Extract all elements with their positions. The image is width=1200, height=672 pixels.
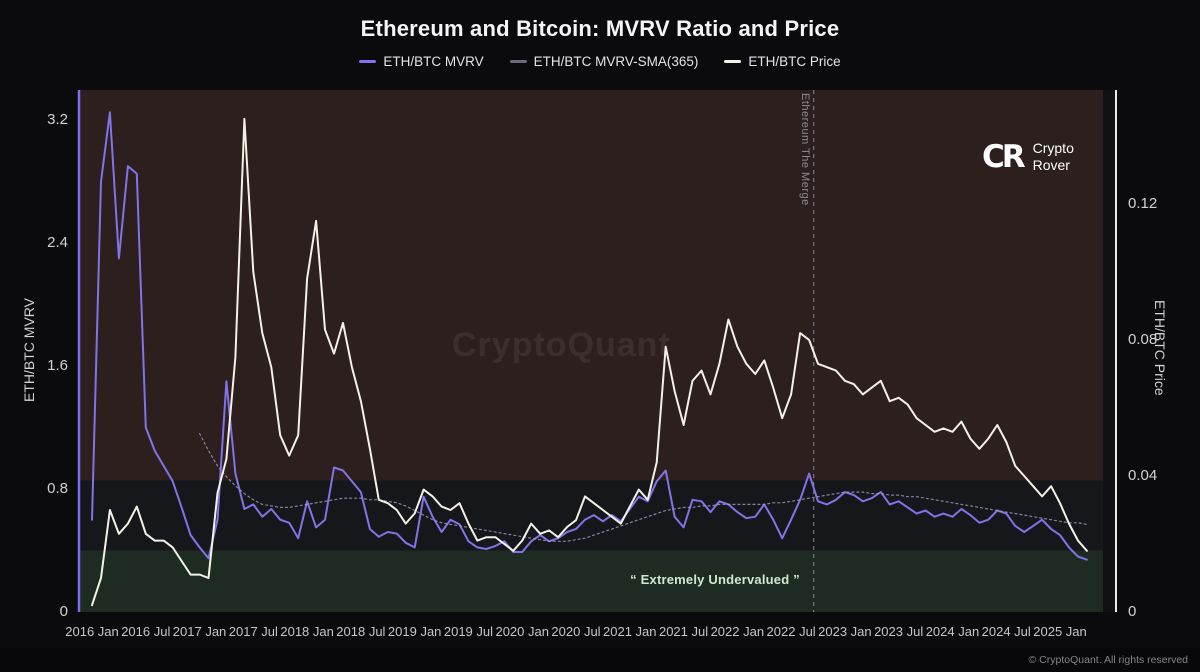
legend-label: ETH/BTC MVRV (383, 54, 484, 69)
price-line-swatch (724, 60, 742, 63)
x-axis-tick-label: 2022 Jul (766, 624, 816, 639)
logo-text-line1: Crypto (1032, 140, 1074, 157)
x-axis-tick-label: 2022 Jan (710, 624, 765, 639)
merge-event-label: Ethereum The Merge (799, 93, 811, 206)
cryptoquant-watermark: CryptoQuant (452, 326, 671, 364)
legend-label: ETH/BTC Price (748, 54, 841, 69)
x-axis-tick-label: 2021 Jan (603, 624, 657, 639)
x-axis-tick-label: 2025 Jan (1033, 624, 1087, 639)
mvrv-sma-line-swatch (509, 60, 527, 63)
footer-bar: © CryptoQuant. All rights reserved (0, 648, 1200, 672)
legend-label: ETH/BTC MVRV-SMA(365) (533, 54, 699, 69)
x-axis-tick-label: 2024 Jan (925, 624, 980, 639)
chart-title: Ethereum and Bitcoin: MVRV Ratio and Pri… (360, 16, 840, 41)
x-axis-tick-label: 2021 Jul (658, 624, 709, 639)
x-axis-tick-label: 2019 Jul (443, 624, 494, 639)
extremely-undervalued-zone (80, 550, 1103, 612)
right-axis-tick-label: 0 (1128, 603, 1137, 620)
x-axis-tick-label: 2016 Jul (121, 624, 171, 639)
right-axis-tick-label: 0.04 (1128, 466, 1158, 484)
x-axis-tick-label: 2023 Jul (874, 624, 924, 639)
x-axis-tick-label: 2020 Jan (495, 624, 549, 639)
mvrv-line-swatch (359, 60, 377, 63)
right-axis-title: ETH/BTC Price (1152, 300, 1168, 396)
left-axis-tick-label: 0 (59, 603, 68, 620)
x-axis-tick-label: 2023 Jan (818, 624, 872, 639)
logo-text-line2: Rover (1032, 157, 1070, 173)
series-eth-btc-mvrv (91, 111, 1088, 561)
x-axis-tick-label: 2016 Jan (65, 624, 119, 639)
left-axis-title: ETH/BTC MVRV (21, 298, 37, 402)
x-axis-tick-label: 2018 Jul (336, 624, 386, 639)
left-axis-tick-label: 0.8 (47, 479, 68, 497)
crypto-rover-monogram-icon: CR (982, 139, 1026, 175)
x-axis-tick-label: 2018 Jan (280, 624, 334, 639)
series-eth-btc-price (91, 117, 1088, 607)
legend-item-price[interactable]: ETH/BTC Price (724, 54, 841, 69)
x-axis-tick-label: 2017 Jan (172, 624, 227, 639)
left-axis-tick-label: 3.2 (47, 110, 68, 128)
right-axis-tick-label: 0.08 (1128, 330, 1158, 348)
crypto-rover-logo: CR Crypto Rover (982, 139, 1074, 175)
x-axis-tick-label: 2024 Jul (981, 624, 1031, 639)
left-axis-tick-label: 2.4 (47, 233, 68, 251)
extremely-undervalued-label: “ Extremely Undervalued ” (630, 572, 800, 587)
legend-item-mvrv-sma[interactable]: ETH/BTC MVRV-SMA(365) (509, 54, 699, 69)
left-axis-tick-label: 1.6 (47, 356, 68, 374)
right-axis-tick-label: 0.12 (1128, 194, 1158, 212)
legend-item-mvrv[interactable]: ETH/BTC MVRV (359, 54, 484, 69)
legend: ETH/BTC MVRV ETH/BTC MVRV-SMA(365) ETH/B… (0, 54, 1200, 69)
x-axis-tick-label: 2017 Jul (228, 624, 278, 639)
copyright-text: © CryptoQuant. All rights reserved (1028, 654, 1188, 666)
crypto-rover-logo-text: Crypto Rover (1033, 140, 1074, 174)
overvalued-zone (80, 90, 1103, 481)
x-axis-tick-label: 2020 Jul (551, 624, 601, 639)
x-axis-tick-label: 2019 Jan (387, 624, 442, 639)
